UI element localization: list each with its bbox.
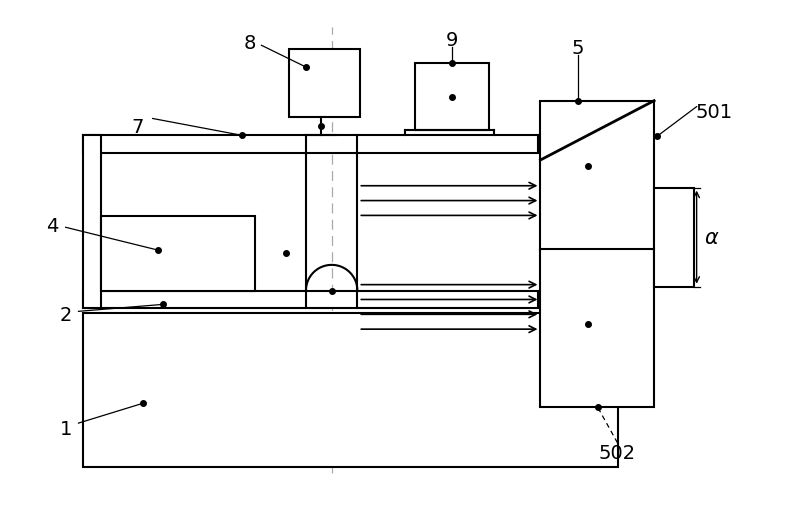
Text: 7: 7 (131, 118, 144, 137)
Text: 2: 2 (60, 305, 72, 324)
Text: 9: 9 (446, 31, 458, 50)
Text: 8: 8 (244, 34, 255, 53)
Text: 5: 5 (571, 39, 584, 58)
Bar (83, 136, 101, 309)
Text: 1: 1 (60, 419, 72, 438)
Bar (83, 291, 538, 309)
Bar (289, 50, 360, 117)
Text: α: α (704, 228, 718, 247)
Text: 4: 4 (46, 216, 58, 235)
Bar (540, 102, 654, 408)
Text: 502: 502 (599, 443, 636, 463)
Bar (654, 188, 694, 287)
Bar (83, 314, 618, 467)
Text: 501: 501 (696, 103, 733, 122)
Bar (83, 136, 538, 154)
Bar (415, 64, 489, 131)
Bar (101, 217, 255, 291)
